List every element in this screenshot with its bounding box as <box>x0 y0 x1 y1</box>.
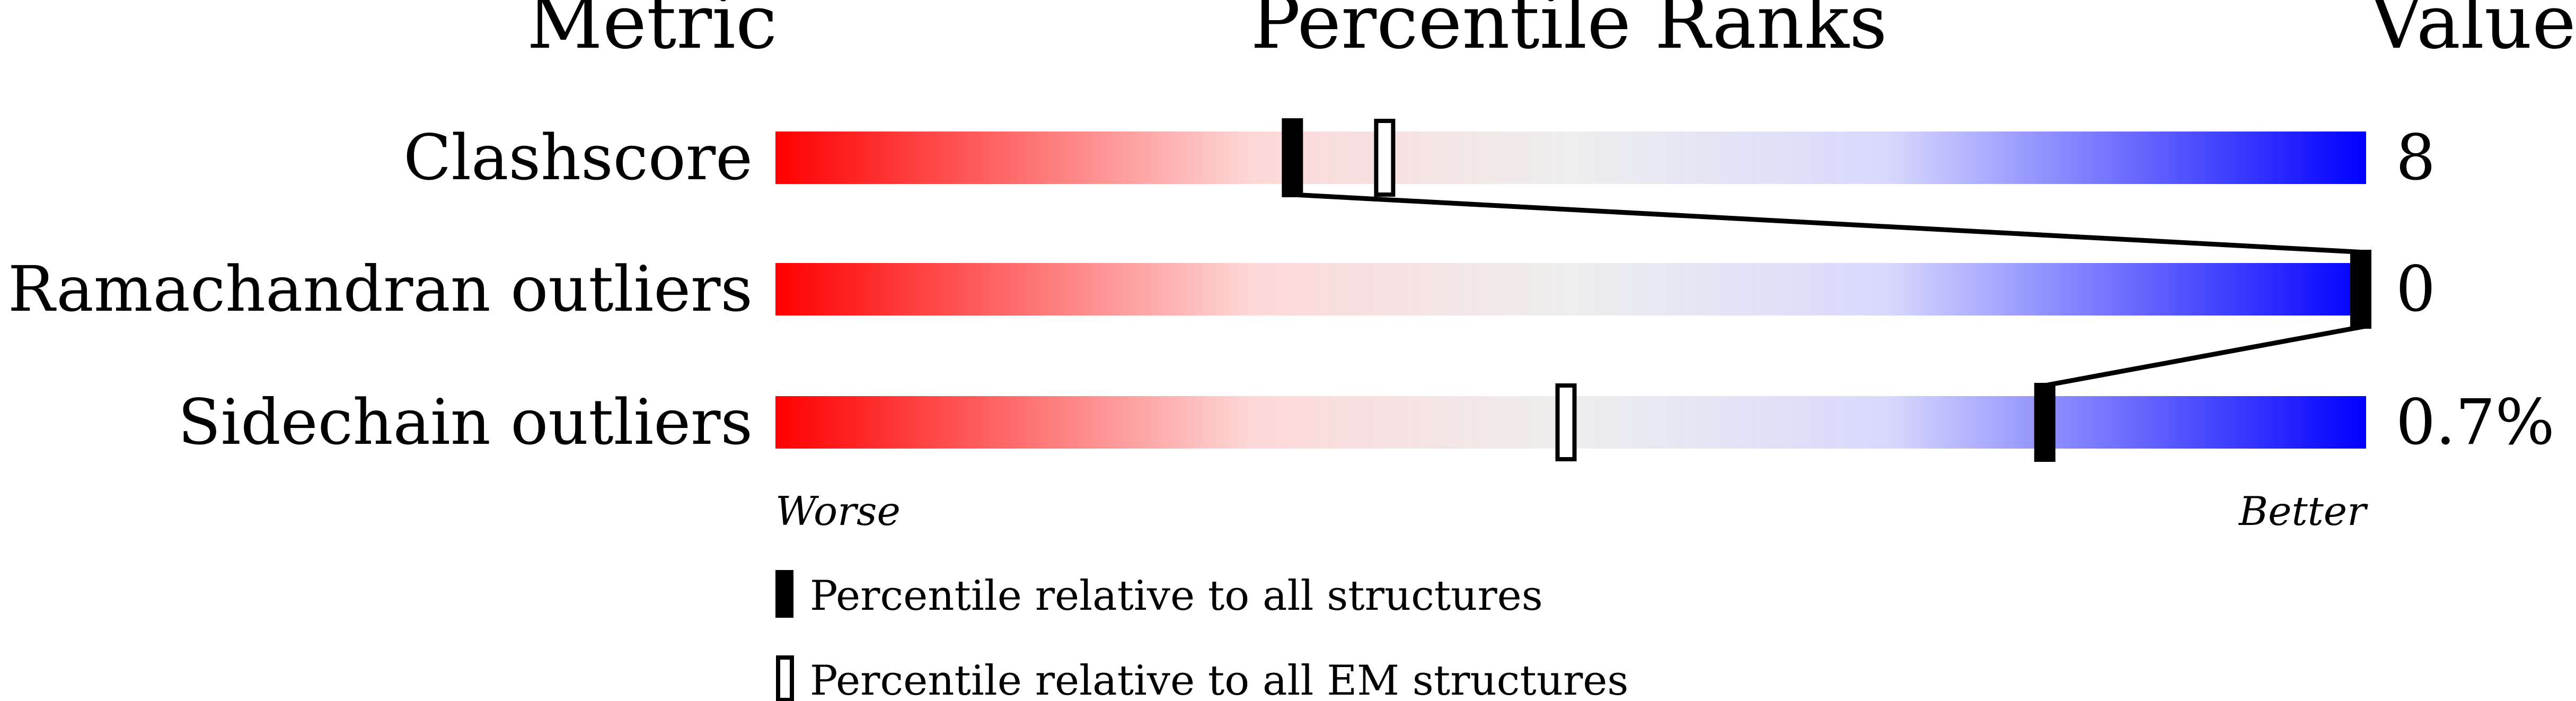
all-percentile-marker <box>1282 118 1303 197</box>
metric-label: Ramachandran outliers <box>8 252 753 326</box>
legend-all-swatch <box>775 570 793 618</box>
percentile-bar <box>775 263 2366 316</box>
value-header: Value <box>2368 0 2576 66</box>
metric-label: Sidechain outliers <box>178 385 753 459</box>
metric-value: 0 <box>2396 252 2436 326</box>
metric-header: Metric <box>527 0 778 66</box>
metric-label: Clashscore <box>403 121 753 194</box>
connector-line <box>1292 192 2367 255</box>
legend-all-label: Percentile relative to all structures <box>810 572 1543 620</box>
better-label: Better <box>2238 488 2368 534</box>
legend-em-label: Percentile relative to all EM structures <box>810 657 1628 701</box>
worse-label: Worse <box>775 488 901 534</box>
percentile-bar <box>775 132 2366 184</box>
em-percentile-marker <box>1555 383 1577 461</box>
ranks-header: Percentile Ranks <box>1250 0 1887 66</box>
em-percentile-marker <box>1374 119 1396 197</box>
legend-em-swatch <box>776 655 794 701</box>
metric-value: 0.7% <box>2396 385 2555 459</box>
connector-line <box>2044 323 2367 388</box>
all-percentile-marker <box>2034 383 2055 462</box>
metric-value: 8 <box>2396 121 2436 194</box>
all-percentile-marker <box>2350 250 2371 329</box>
